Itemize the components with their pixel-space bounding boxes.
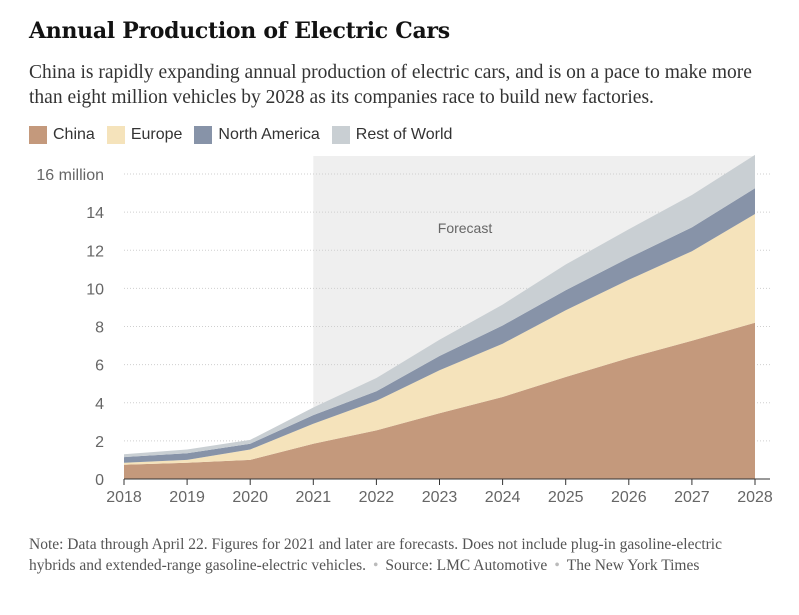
y-tick-label: 2 (95, 434, 104, 451)
y-tick-label: 4 (95, 396, 104, 413)
x-tick-label: 2020 (232, 489, 268, 506)
y-tick-label: 14 (86, 205, 104, 222)
y-tick-label: 10 (86, 281, 104, 298)
separator-dot: • (554, 557, 560, 574)
legend-label-europe: Europe (130, 126, 183, 143)
y-tick-label: 0 (95, 472, 104, 489)
y-tick-label: 16 million (36, 167, 104, 184)
legend-item-china: China (29, 126, 95, 144)
legend-label-north-america: North America (218, 126, 320, 143)
legend-swatch-rest-of-world (331, 126, 350, 144)
chart-subtitle: China is rapidly expanding annual produc… (29, 62, 752, 108)
x-tick-label: 2019 (169, 489, 205, 506)
legend-item-north-america: North America (194, 126, 320, 144)
legend-item-rest-of-world: Rest of World (331, 126, 453, 144)
separator-dot: • (372, 557, 379, 574)
area-china (124, 322, 755, 479)
x-tick-label: 2022 (359, 489, 395, 506)
chart-title: Annual Production of Electric Cars (29, 18, 450, 44)
credit-text: The New York Times (566, 557, 700, 574)
source-text: Source: LMC Automotive (385, 557, 548, 574)
x-tick-label: 2024 (485, 489, 521, 506)
x-tick-label: 2028 (737, 489, 773, 506)
legend-item-europe: Europe (106, 126, 183, 144)
legend-label-china: China (53, 126, 95, 143)
forecast-annotation: Forecast (438, 220, 493, 236)
y-tick-label: 8 (95, 320, 104, 337)
x-tick-label: 2021 (296, 489, 332, 506)
x-tick-label: 2025 (548, 489, 584, 506)
area-europe (124, 214, 755, 465)
y-tick-label: 12 (86, 243, 104, 260)
note-text: Note: Data through April 22. Figures for… (29, 536, 722, 574)
x-tick-label: 2023 (422, 489, 458, 506)
legend-label-rest-of-world: Rest of World (355, 126, 453, 143)
x-tick-label: 2026 (611, 489, 647, 506)
legend-swatch-north-america (194, 126, 213, 144)
legend-swatch-china (29, 126, 47, 144)
x-tick-label: 2018 (106, 489, 142, 506)
y-tick-label: 6 (95, 358, 104, 375)
area-chart: 0 2 4 6 8 10 12 14 16 million 2018 2019 2020 2021 202… (36, 154, 773, 506)
chart-note: Note: Data through April 22. Figures for… (29, 534, 769, 576)
x-tick-label: 2027 (674, 489, 710, 506)
legend: China Europe North America Rest of World (29, 126, 464, 144)
legend-swatch-europe (106, 126, 125, 144)
